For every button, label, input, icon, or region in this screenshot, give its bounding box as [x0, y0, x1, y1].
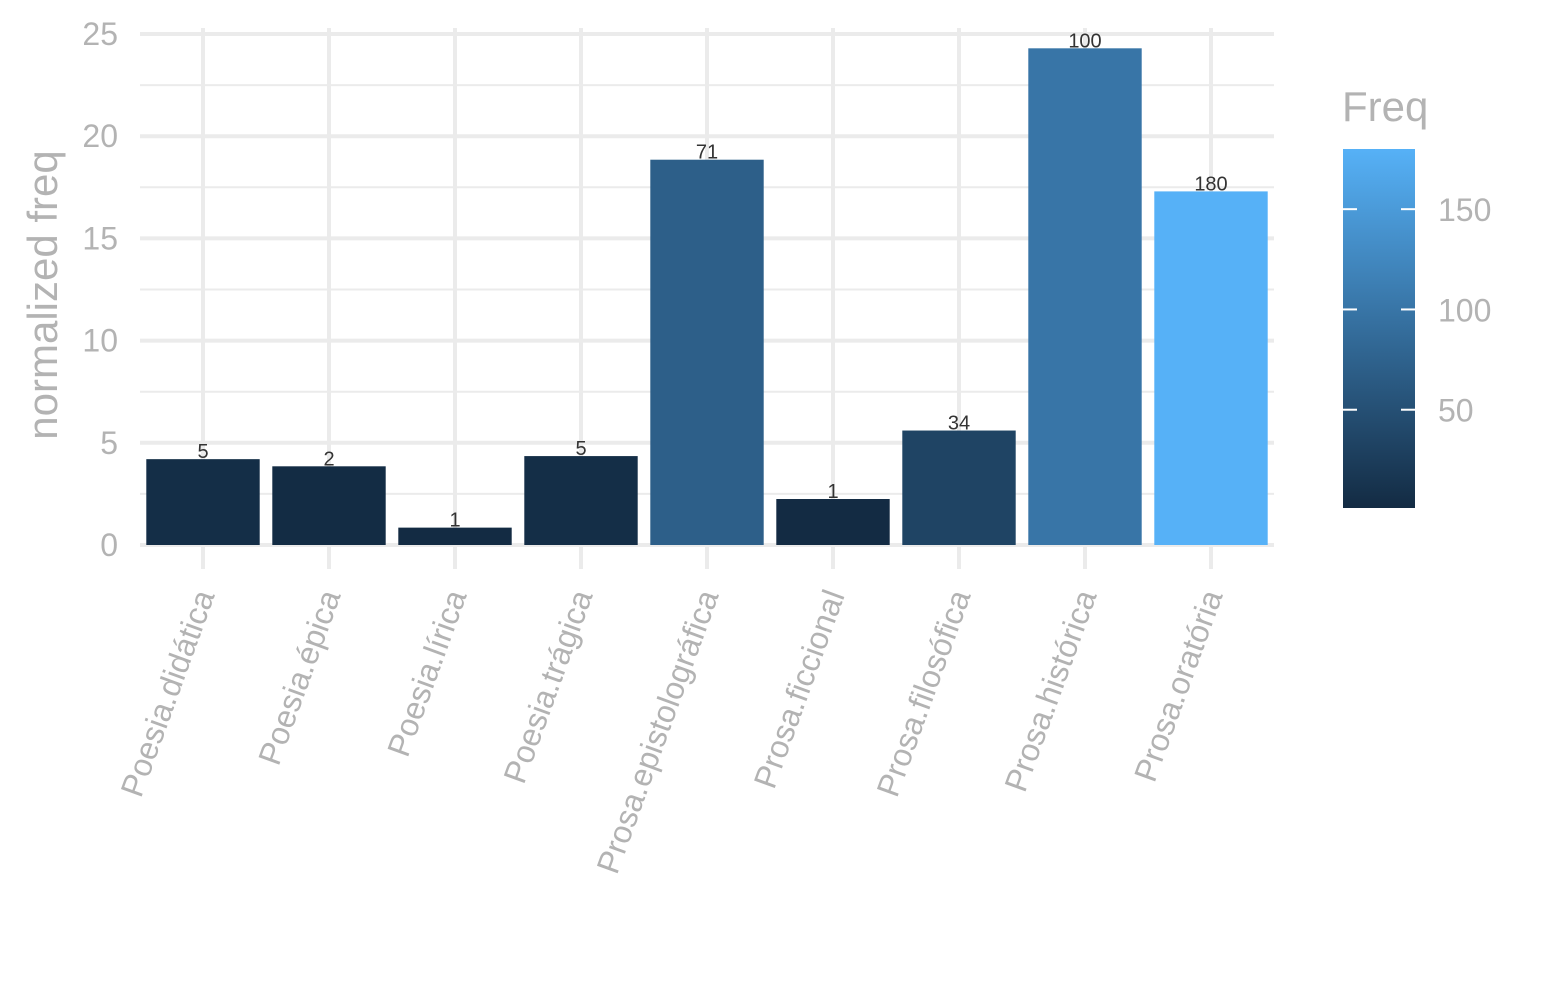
bar-value-label: 5 [575, 438, 586, 460]
bar-value-label: 100 [1068, 30, 1101, 52]
legend-title: Freq [1342, 83, 1428, 130]
bar-value-label: 1 [827, 481, 838, 503]
bar-value-label: 2 [323, 448, 334, 470]
bar [902, 430, 1016, 545]
legend: Freq 50 100 150 [1342, 83, 1491, 508]
x-tick-label: Prosa.ficcional [747, 585, 852, 793]
bar-value-label: 5 [197, 441, 208, 463]
bar-value-label: 71 [696, 142, 718, 164]
bars [146, 48, 1268, 546]
y-tick-label: 15 [82, 220, 118, 256]
bar [398, 527, 512, 545]
bar-value-label: 1 [449, 510, 460, 532]
data-labels: 5 2 1 5 71 1 34 100 180 [197, 30, 1227, 531]
x-tick-label: Poesia.épica [251, 585, 348, 770]
y-tick-label: 5 [100, 425, 118, 461]
bar [1154, 191, 1268, 545]
x-tick-label: Prosa.oratória [1127, 585, 1230, 786]
x-tick-label: Poesia.didática [114, 585, 222, 801]
bar [272, 466, 386, 545]
x-tick-label: Prosa.filosófica [870, 585, 978, 801]
y-tick-label: 25 [82, 16, 118, 52]
legend-colorbar [1343, 149, 1415, 508]
bar [524, 456, 638, 545]
bar [650, 159, 764, 545]
y-axis-ticks: 0 5 10 15 20 25 [82, 16, 118, 563]
bar [776, 499, 890, 545]
y-tick-label: 10 [82, 323, 118, 359]
x-tick-label: Prosa.histórica [997, 585, 1103, 796]
x-axis-ticks: Poesia.didática Poesia.épica Poesia.lírica… [114, 585, 1230, 878]
x-tick-label: Prosa.epistolográfica [590, 585, 726, 878]
y-tick-label: 0 [100, 527, 118, 563]
legend-tick-label: 100 [1438, 292, 1491, 328]
y-axis-title: normalized freq [19, 150, 66, 439]
legend-tick-label: 50 [1438, 393, 1474, 429]
x-tick-label: Poesia.lírica [380, 585, 474, 761]
legend-tick-label: 150 [1438, 192, 1491, 228]
y-tick-label: 20 [82, 118, 118, 154]
bar-value-label: 34 [948, 413, 970, 435]
bar [1028, 48, 1142, 546]
bar [146, 459, 260, 545]
bar-value-label: 180 [1194, 173, 1227, 195]
x-tick-label: Poesia.trágica [496, 585, 599, 788]
